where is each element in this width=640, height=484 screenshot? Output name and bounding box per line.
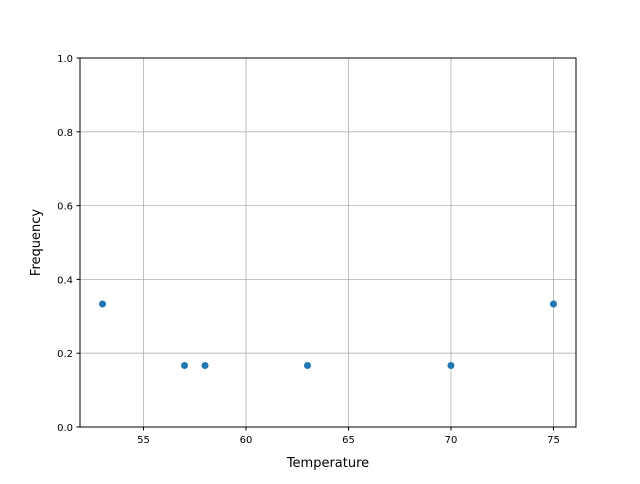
x-tick-label: 75: [547, 435, 560, 446]
data-point: [549, 300, 557, 308]
x-axis-label: Temperature: [286, 456, 369, 471]
grid: [80, 57, 576, 428]
y-tick-label: 1.0: [57, 54, 73, 65]
y-axis-ticks: 0.0 0.2 0.4 0.6 0.8 1.0: [57, 54, 80, 434]
x-axis-ticks: 55 60 65 70 75: [137, 427, 560, 446]
data-point: [304, 361, 312, 369]
data-point: [99, 300, 107, 308]
y-tick-label: 0.2: [57, 349, 73, 360]
x-tick-label: 70: [445, 435, 458, 446]
plot-frame: [79, 57, 577, 428]
data-point: [447, 361, 455, 369]
x-tick-label: 65: [342, 435, 355, 446]
y-tick-label: 0.4: [57, 275, 73, 286]
y-tick-label: 0.6: [57, 202, 73, 213]
data-point: [181, 361, 189, 369]
x-tick-label: 55: [137, 435, 150, 446]
data-point: [201, 361, 209, 369]
y-tick-label: 0.0: [57, 423, 73, 434]
data-points: [99, 300, 557, 369]
y-axis-label: Frequency: [29, 209, 44, 276]
y-tick-label: 0.8: [57, 128, 73, 139]
x-tick-label: 60: [240, 435, 253, 446]
